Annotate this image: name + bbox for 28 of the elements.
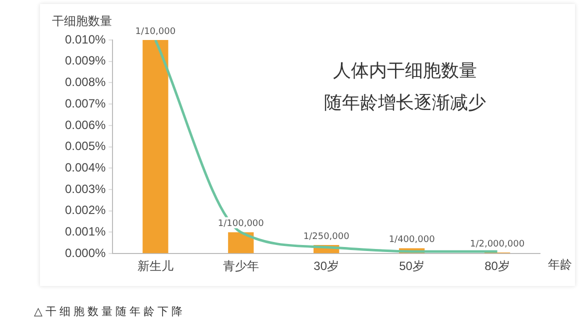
x-tick-label: 30岁 (314, 259, 340, 274)
y-tick-label: 0.010% (64, 32, 106, 46)
y-axis-title: 干细胞数量 (52, 14, 112, 28)
data-label: 1/400,000 (388, 235, 436, 246)
x-tick-label: 50岁 (399, 259, 424, 274)
x-tick-label: 青少年 (222, 259, 259, 274)
y-tick-label: 0.003% (64, 182, 106, 196)
x-axis-title: 年龄 (548, 258, 572, 272)
text: △干细胞数量随年龄下降 (34, 304, 186, 319)
x-tick-label: 80岁 (484, 259, 510, 274)
y-tick-label: 0.008% (64, 75, 106, 90)
data-label: 1/100,000 (218, 219, 264, 230)
y-tick-label: 0.001% (64, 224, 106, 239)
y-tick-label: 0.007% (64, 96, 106, 110)
y-tick-label: 0.000% (64, 246, 106, 260)
data-label: 1/250,000 (303, 232, 350, 242)
bar (228, 232, 254, 254)
y-tick-label: 0.004% (64, 160, 106, 174)
data-label: 1/2,000,000 (470, 239, 525, 250)
x-tick-label: 新生儿 (137, 259, 174, 274)
y-tick-label: 0.009% (64, 54, 106, 68)
text: 随年龄增长逐渐减少 (324, 92, 486, 114)
y-tick-label: 0.005% (64, 139, 106, 154)
data-label: 1/10,000 (135, 26, 176, 37)
y-tick-label: 0.006% (64, 118, 106, 132)
text: 人体内干细胞数量 (333, 60, 477, 82)
bar (142, 40, 168, 254)
y-tick-label: 0.002% (64, 203, 106, 218)
